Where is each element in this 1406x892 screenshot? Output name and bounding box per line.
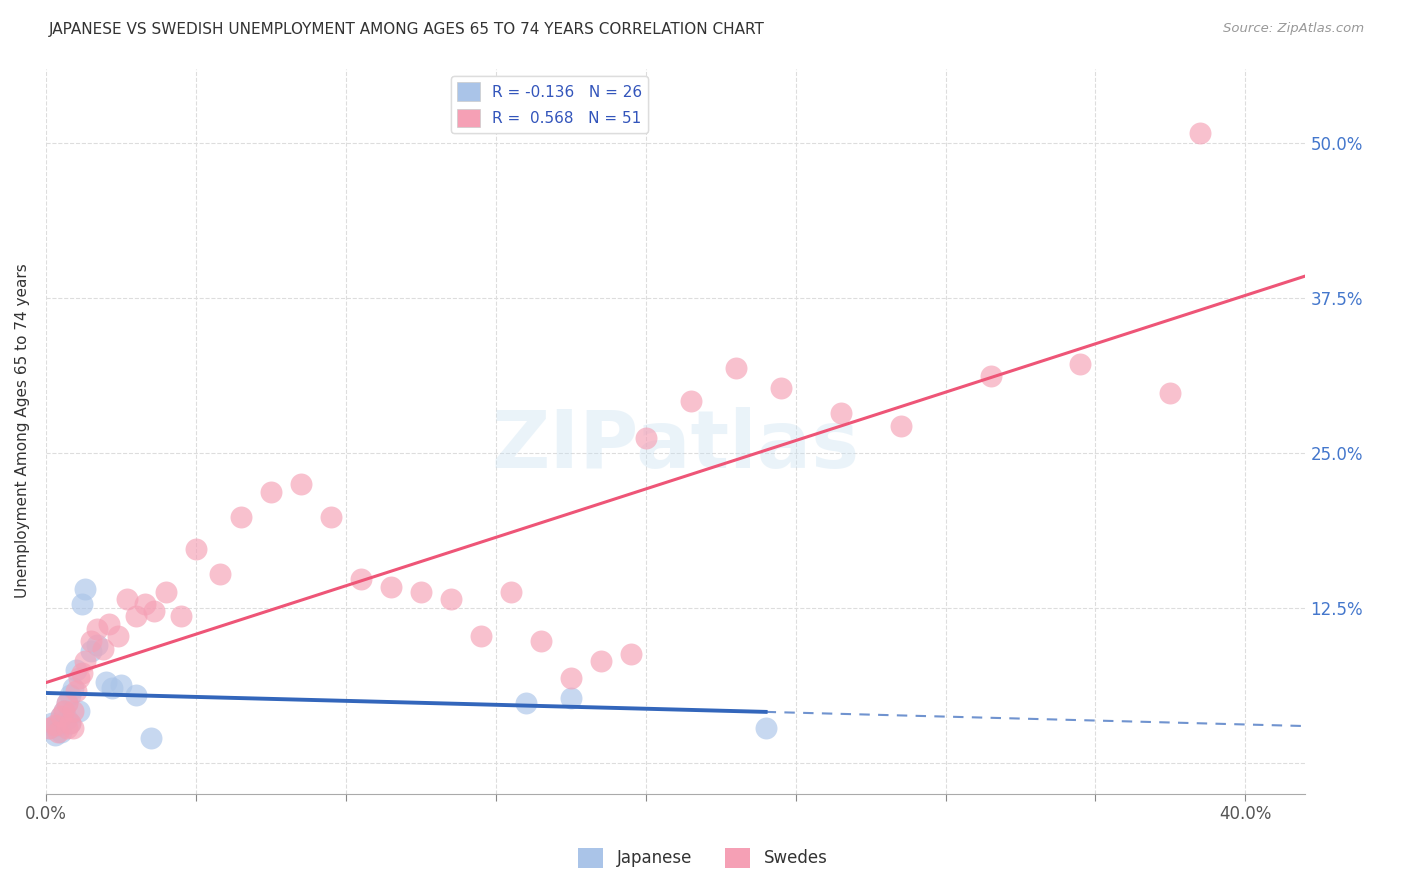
Point xyxy=(440,592,463,607)
Point xyxy=(229,510,252,524)
Point xyxy=(110,677,132,691)
Point xyxy=(56,696,79,710)
Point xyxy=(52,704,75,718)
Point xyxy=(620,647,643,661)
Point xyxy=(62,681,84,696)
Point xyxy=(73,582,96,596)
Point xyxy=(634,431,657,445)
Point xyxy=(980,368,1002,383)
Point xyxy=(70,666,93,681)
Point xyxy=(107,629,129,643)
Point xyxy=(319,510,342,524)
Point xyxy=(890,418,912,433)
Point xyxy=(41,716,63,731)
Point xyxy=(91,641,114,656)
Point xyxy=(46,724,69,739)
Text: JAPANESE VS SWEDISH UNEMPLOYMENT AMONG AGES 65 TO 74 YEARS CORRELATION CHART: JAPANESE VS SWEDISH UNEMPLOYMENT AMONG A… xyxy=(49,22,765,37)
Point xyxy=(830,406,852,420)
Point xyxy=(515,696,537,710)
Point xyxy=(52,704,75,718)
Point xyxy=(589,654,612,668)
Point xyxy=(155,584,177,599)
Point xyxy=(65,683,87,698)
Point xyxy=(59,716,82,731)
Text: Source: ZipAtlas.com: Source: ZipAtlas.com xyxy=(1223,22,1364,36)
Point xyxy=(350,572,373,586)
Point xyxy=(49,708,72,723)
Point xyxy=(62,721,84,735)
Point xyxy=(56,712,79,726)
Point xyxy=(67,704,90,718)
Point xyxy=(65,663,87,677)
Legend: R = -0.136   N = 26, R =  0.568   N = 51: R = -0.136 N = 26, R = 0.568 N = 51 xyxy=(451,76,648,133)
Point xyxy=(769,381,792,395)
Point xyxy=(530,634,553,648)
Point xyxy=(115,592,138,607)
Point xyxy=(134,597,156,611)
Point xyxy=(86,622,108,636)
Point xyxy=(97,616,120,631)
Point xyxy=(73,654,96,668)
Point xyxy=(46,718,69,732)
Point xyxy=(38,721,60,735)
Point xyxy=(142,604,165,618)
Point xyxy=(184,542,207,557)
Point xyxy=(80,644,103,658)
Point xyxy=(679,393,702,408)
Point xyxy=(86,638,108,652)
Point xyxy=(125,688,148,702)
Point xyxy=(56,696,79,710)
Point xyxy=(125,609,148,624)
Legend: Japanese, Swedes: Japanese, Swedes xyxy=(572,841,834,875)
Point xyxy=(59,688,82,702)
Point xyxy=(44,728,66,742)
Point xyxy=(560,672,582,686)
Point xyxy=(1069,357,1091,371)
Point xyxy=(70,597,93,611)
Point xyxy=(94,675,117,690)
Point xyxy=(170,609,193,624)
Y-axis label: Unemployment Among Ages 65 to 74 years: Unemployment Among Ages 65 to 74 years xyxy=(15,264,30,599)
Point xyxy=(470,629,492,643)
Point xyxy=(755,721,778,735)
Point xyxy=(59,716,82,731)
Point xyxy=(560,691,582,706)
Point xyxy=(101,681,124,696)
Point xyxy=(80,634,103,648)
Point xyxy=(724,361,747,376)
Point xyxy=(49,724,72,739)
Point xyxy=(56,721,79,735)
Point xyxy=(139,731,162,745)
Point xyxy=(38,721,60,735)
Point xyxy=(49,708,72,723)
Point xyxy=(1189,126,1212,140)
Text: ZIPatlas: ZIPatlas xyxy=(492,407,860,484)
Point xyxy=(290,476,312,491)
Point xyxy=(260,485,283,500)
Point xyxy=(380,580,402,594)
Point xyxy=(499,584,522,599)
Point xyxy=(208,567,231,582)
Point xyxy=(62,704,84,718)
Point xyxy=(44,718,66,732)
Point xyxy=(409,584,432,599)
Point xyxy=(67,672,90,686)
Point xyxy=(1159,386,1181,401)
